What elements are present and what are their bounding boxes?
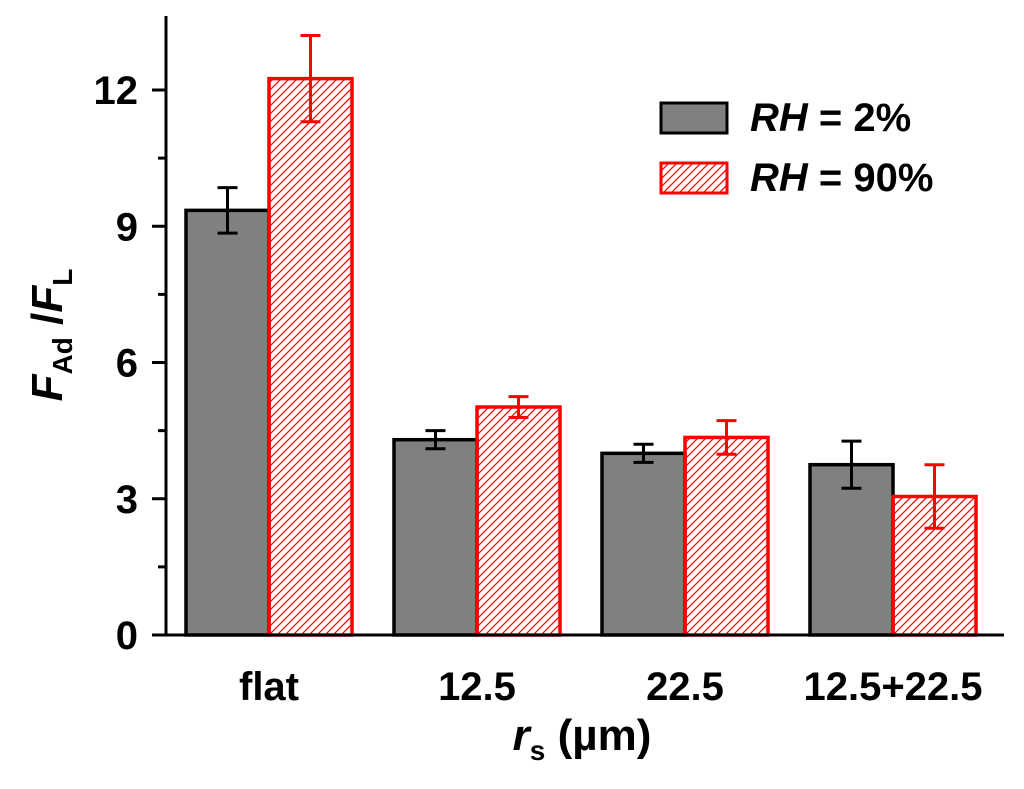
x-ticks-group: flat 12.5 22.5 12.5+22.5 (239, 665, 983, 709)
bar-rh90-22.5 (683, 435, 770, 637)
x-tick-label: 12.5+22.5 (803, 665, 982, 709)
bar-rh90-flat (267, 76, 354, 637)
bar-rh2-12.5 (392, 437, 479, 637)
x-tick-label: flat (239, 665, 299, 709)
legend-label-rh2: RH = 2% (750, 96, 911, 140)
bar-rh2-flat (184, 208, 271, 637)
axes-group (164, 16, 1004, 637)
bar-rh90-12.5 (475, 405, 562, 637)
y-tick-label: 6 (116, 342, 138, 386)
x-axis-title: rs (µm) (513, 711, 652, 766)
x-tick-label: 22.5 (646, 665, 724, 709)
y-tick-label: 0 (116, 614, 138, 658)
legend-swatch-rh90 (659, 161, 729, 195)
y-axis-title: FAd /FL (23, 269, 78, 402)
bar-rh2-22.5 (600, 451, 687, 637)
y-tick-label: 9 (116, 205, 138, 249)
y-tick-label: 3 (116, 478, 138, 522)
legend-swatch-rh2 (659, 101, 729, 135)
y-ticks-group: 0 3 6 9 12 (94, 69, 166, 658)
bar-rh2-12.5+22.5 (808, 462, 895, 637)
errorbars-group (217, 34, 945, 530)
x-tick-label: 12.5 (438, 665, 516, 709)
y-tick-label: 12 (94, 69, 139, 113)
legend: RH = 2% RH = 90% (659, 96, 933, 200)
legend-label-rh90: RH = 90% (750, 156, 933, 200)
